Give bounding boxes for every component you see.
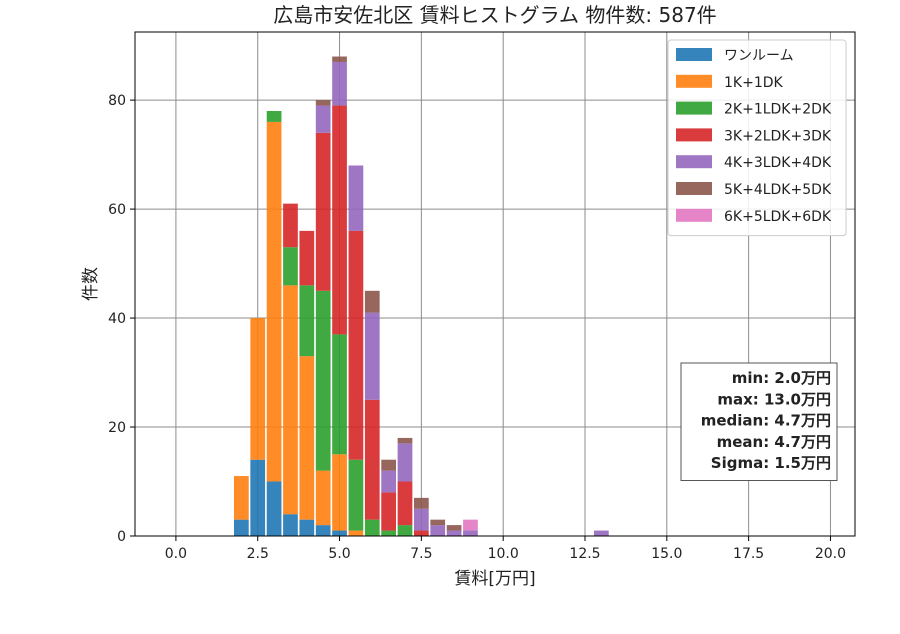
legend-swatch [676,155,712,169]
bar-segment [594,530,609,536]
bar-segment [348,165,364,231]
bar-segment [299,285,315,357]
legend-swatch [676,48,712,61]
bar-segment [414,508,429,531]
bar-segment [414,530,429,536]
x-tick-label: 17.5 [733,546,764,562]
y-tick-label: 0 [117,529,126,545]
bar-segment [315,100,331,106]
x-tick-label: 20.0 [815,546,846,562]
legend: ワンルーム 1K+1DK 2K+1LDK+2DK 3K+2LDK+3DK 4K+3LDK… [667,39,847,237]
bar-segment [283,203,298,248]
x-tick-label: 0.0 [165,546,187,562]
stats-box: min: 2.0万円 max: 13.0万円 median: 4.7万円 mean: … [680,362,838,481]
bar-segment [381,470,396,493]
y-tick-label: 40 [108,311,126,327]
legend-label: 6K+5LDK+6DK [724,209,832,225]
bar-segment [364,399,380,520]
x-tick-label: 2.5 [247,546,269,562]
legend-swatch [676,128,712,142]
bar-segment [283,247,298,286]
y-tick-label: 80 [108,93,126,109]
bar-segment [364,312,380,400]
bar-segment [315,470,331,526]
y-axis-title: 件数 [81,267,101,301]
legend-label: 4K+3LDK+4DK [724,155,832,171]
bar-segment [234,476,249,520]
bar-segment [381,530,396,536]
bar-segment [283,285,298,515]
x-axis-title: 賃料[万円] [454,569,535,589]
bar-segment [315,290,331,471]
legend-label: 1K+1DK [724,75,784,91]
stats-line: max: 13.0万円 [717,390,831,408]
bar-segment [381,492,396,531]
bar-segment [397,437,413,444]
bar-segment [250,318,266,460]
bar-segment [348,230,364,460]
y-tick-label: 60 [108,202,126,218]
bar-segment [364,290,380,313]
bar-segment [381,459,396,471]
bar-segment [463,530,478,536]
bar-segment [414,497,429,509]
legend-swatch [676,182,712,195]
legend-label: 2K+1LDK+2DK [724,102,832,118]
bar-segment [397,525,413,536]
y-tick-label: 20 [108,420,126,436]
bar-segment [283,514,298,536]
bar-segment [234,519,249,536]
x-tick-label: 5.0 [328,546,350,562]
bar-segment [315,132,331,291]
bar-segment [364,519,380,536]
x-tick-label: 12.5 [569,546,600,562]
bar-segment [332,56,347,62]
legend-swatch [676,208,712,222]
bar-segment [397,481,413,526]
bar-segment [446,530,462,536]
bar-segment [332,530,347,536]
bar-segment [397,443,413,482]
bar-segment [430,525,446,536]
x-tick-label: 15.0 [651,546,682,562]
chart-title: 広島市安佐北区 賃料ヒストグラム 物件数: 587件 [273,3,716,27]
bar-segment [315,525,331,536]
stats-line: median: 4.7万円 [701,412,831,430]
x-tick-label: 10.0 [488,546,519,562]
bar-segment [299,230,315,286]
bar-segment [446,525,462,531]
bar-segment [299,356,315,520]
bar-segment [315,105,331,133]
bar-segment [299,519,315,536]
x-tick-label: 7.5 [410,546,432,562]
bar-segment [332,61,347,106]
bar-segment [348,530,364,536]
bar-segment [348,459,364,531]
stats-line: mean: 4.7万円 [717,433,831,451]
bar-segment [332,334,347,455]
stats-box-frame [680,362,838,481]
stats-line: Sigma: 1.5万円 [711,454,831,472]
legend-label: 5K+4LDK+5DK [724,182,832,198]
bar-segment [332,454,347,531]
bar-segment [463,519,478,531]
legend-label: ワンルーム [724,48,794,64]
legend-swatch [676,101,712,115]
axes-frame [134,31,856,537]
legend-box [667,39,847,237]
bar-segment [430,519,446,526]
bar-segment [266,111,282,122]
legend-label: 3K+2LDK+3DK [724,128,832,144]
bar-segment [266,121,282,482]
bar-segment [250,459,266,536]
stats-line: min: 2.0万円 [732,369,831,387]
bar-segment [332,105,347,335]
bar-segment [266,481,282,536]
legend-swatch [676,74,712,88]
